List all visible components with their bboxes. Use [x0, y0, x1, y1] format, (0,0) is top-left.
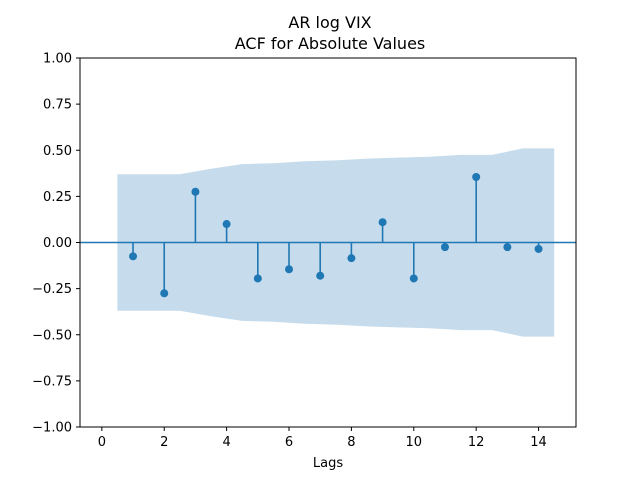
acf-point: [253, 274, 262, 283]
x-tick-label: 10: [406, 435, 423, 450]
acf-point: [129, 252, 138, 261]
x-tick-label: 8: [347, 435, 355, 450]
acf-point: [347, 254, 356, 263]
acf-point: [222, 220, 231, 229]
acf-point: [160, 289, 169, 298]
x-tick-label: 14: [530, 435, 547, 450]
acf-point: [409, 274, 418, 283]
chart-subtitle: ACF for Absolute Values: [235, 34, 426, 53]
acf-point: [472, 173, 481, 182]
plot-area: 0 2 4 6 8 10 12 14 1.00 0.75 0.50 0.25 0.00 −0.25 −0.5…: [32, 52, 577, 450]
x-axis-label: Lags: [313, 456, 343, 471]
x-tick-label: 2: [160, 435, 168, 450]
acf-point: [285, 265, 294, 274]
acf-point: [503, 243, 512, 252]
acf-point: [191, 187, 200, 196]
y-tick-label: 0.50: [43, 144, 72, 159]
acf-point: [378, 218, 387, 227]
acf-point: [534, 244, 543, 253]
y-tick-label: −0.75: [32, 374, 72, 389]
y-tick-label: 0.00: [43, 236, 72, 251]
acf-point: [316, 271, 325, 280]
x-tick-label: 0: [98, 435, 106, 450]
y-tick-label: −0.50: [32, 328, 72, 343]
x-tick-label: 6: [285, 435, 293, 450]
y-tick-label: −0.25: [32, 282, 72, 297]
x-tick-label: 12: [468, 435, 485, 450]
y-tick-label: 1.00: [43, 52, 72, 67]
chart-title: AR log VIX: [288, 13, 371, 32]
x-tick-label: 4: [222, 435, 230, 450]
acf-point: [440, 243, 449, 252]
y-tick-label: 0.25: [43, 190, 72, 205]
y-tick-label: 0.75: [43, 98, 72, 113]
y-tick-label: −1.00: [32, 421, 72, 436]
